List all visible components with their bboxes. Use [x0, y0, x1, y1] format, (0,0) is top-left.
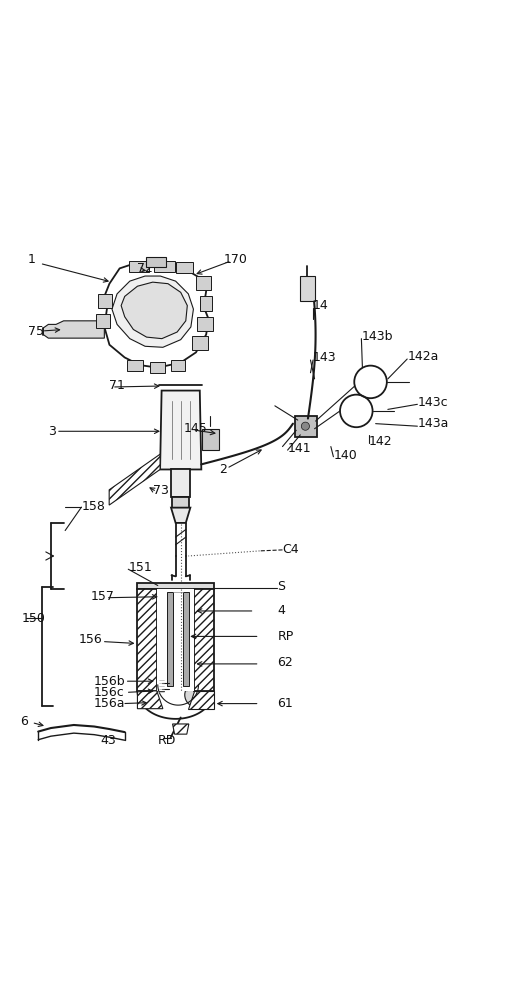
Bar: [192, 336, 208, 350]
Polygon shape: [104, 263, 209, 368]
Polygon shape: [137, 589, 157, 691]
Bar: [98, 294, 112, 308]
Polygon shape: [112, 276, 193, 347]
Text: 14: 14: [313, 299, 329, 312]
Bar: [176, 262, 193, 273]
Text: 43: 43: [101, 734, 117, 747]
Text: 151: 151: [128, 561, 152, 574]
Bar: [154, 261, 175, 272]
Bar: [146, 257, 166, 267]
Text: 143a: 143a: [417, 417, 449, 430]
Polygon shape: [183, 592, 189, 686]
Polygon shape: [188, 691, 214, 709]
Text: 4: 4: [277, 604, 285, 617]
Text: 156b: 156b: [94, 675, 126, 688]
Text: 143c: 143c: [417, 396, 448, 409]
Polygon shape: [109, 454, 160, 505]
Bar: [171, 360, 185, 371]
Polygon shape: [167, 592, 173, 686]
Text: 143b: 143b: [361, 330, 393, 343]
Text: 6: 6: [20, 715, 28, 728]
Circle shape: [185, 683, 209, 707]
Bar: [157, 589, 194, 691]
Text: 71: 71: [109, 379, 125, 392]
Text: 156: 156: [79, 633, 103, 646]
Text: 150: 150: [21, 612, 45, 625]
Text: 158: 158: [81, 500, 105, 513]
Bar: [159, 680, 164, 691]
Bar: [196, 276, 211, 290]
Bar: [300, 276, 315, 301]
Bar: [96, 314, 110, 328]
Polygon shape: [43, 321, 104, 338]
Polygon shape: [194, 589, 214, 691]
Polygon shape: [173, 724, 189, 734]
Polygon shape: [121, 282, 187, 339]
Polygon shape: [137, 691, 163, 709]
Polygon shape: [160, 391, 201, 469]
Bar: [200, 296, 212, 311]
Polygon shape: [171, 469, 190, 497]
Text: 3: 3: [48, 425, 56, 438]
Text: 73: 73: [153, 484, 168, 497]
Circle shape: [301, 422, 309, 430]
Bar: [129, 261, 149, 272]
Text: RD: RD: [158, 734, 176, 747]
Text: 140: 140: [333, 449, 357, 462]
Bar: [197, 317, 213, 331]
Text: 62: 62: [277, 656, 293, 669]
Text: 75: 75: [28, 325, 44, 338]
Bar: [127, 360, 143, 371]
Polygon shape: [137, 583, 214, 589]
Text: 141: 141: [288, 442, 311, 455]
Bar: [150, 362, 165, 373]
Bar: [202, 429, 218, 450]
Text: 72: 72: [137, 262, 153, 275]
Bar: [295, 416, 317, 437]
Text: 2: 2: [219, 463, 227, 476]
Text: 145: 145: [183, 422, 207, 435]
Text: 170: 170: [224, 253, 248, 266]
Text: C4: C4: [282, 543, 299, 556]
Polygon shape: [172, 497, 189, 508]
Polygon shape: [171, 508, 190, 523]
Text: 143: 143: [313, 351, 336, 364]
Text: 156c: 156c: [94, 686, 125, 699]
Text: 1: 1: [28, 253, 36, 266]
Text: 142a: 142a: [407, 350, 439, 363]
Text: 156a: 156a: [94, 697, 126, 710]
Text: RP: RP: [277, 630, 294, 643]
Text: 157: 157: [91, 590, 115, 603]
Text: 142: 142: [369, 435, 392, 448]
Text: S: S: [277, 580, 286, 593]
Text: 61: 61: [277, 697, 293, 710]
